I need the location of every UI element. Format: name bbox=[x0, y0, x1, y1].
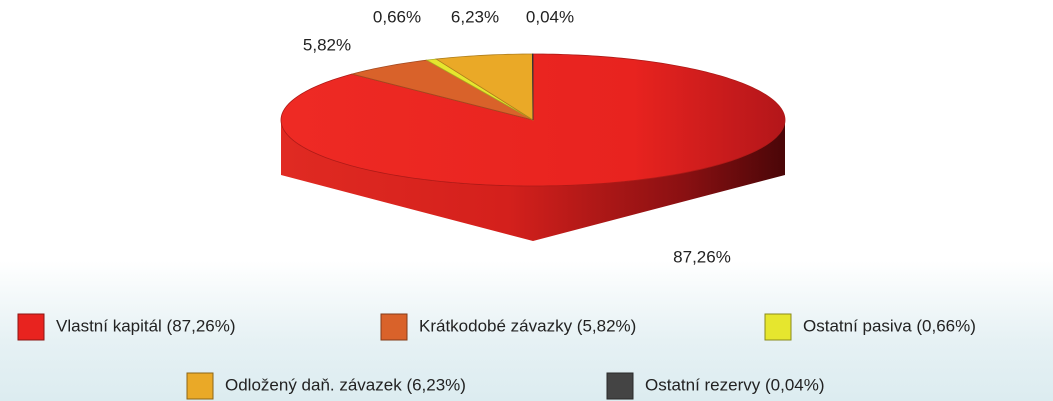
pie-side bbox=[281, 120, 785, 241]
data-label: 0,04% bbox=[526, 7, 574, 26]
legend-swatch bbox=[380, 313, 408, 341]
legend-label: Odložený daň. závazek (6,23%) bbox=[225, 375, 466, 394]
legend-swatch bbox=[606, 372, 634, 400]
legend-label: Krátkodobé závazky (5,82%) bbox=[419, 316, 636, 335]
pie-slice bbox=[435, 53, 534, 121]
legend-swatch bbox=[17, 313, 45, 341]
data-label: 5,82% bbox=[303, 35, 351, 54]
data-label: 87,26% bbox=[673, 247, 731, 266]
data-label: 6,23% bbox=[451, 7, 499, 26]
pie-slice bbox=[531, 53, 534, 121]
legend-swatch bbox=[186, 372, 214, 400]
legend-label: Ostatní rezervy (0,04%) bbox=[645, 375, 825, 394]
data-label: 0,66% bbox=[373, 7, 421, 26]
legend-swatch bbox=[764, 313, 792, 341]
pie-slice bbox=[350, 59, 534, 121]
legend-label: Ostatní pasiva (0,66%) bbox=[803, 316, 976, 335]
legend-label: Vlastní kapitál (87,26%) bbox=[56, 316, 236, 335]
